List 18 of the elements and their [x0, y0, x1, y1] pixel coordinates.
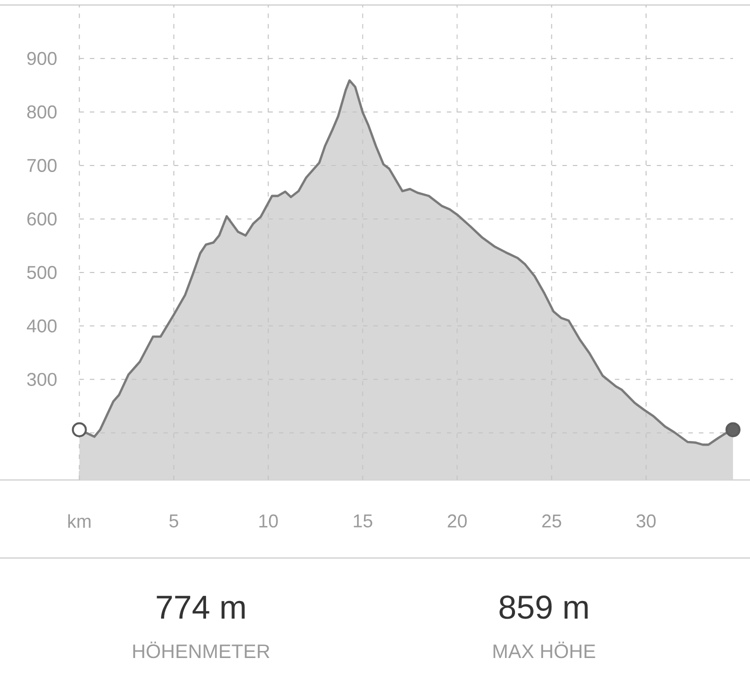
- y-tick-label: 700: [27, 158, 57, 172]
- text: 774 m: [156, 596, 245, 619]
- text: HÖHENMETER: [133, 642, 270, 658]
- x-tick-label: 20: [448, 514, 467, 528]
- x-tick-label: km: [68, 514, 90, 528]
- x-tick-label: 25: [542, 514, 562, 528]
- y-tick-label: 500: [27, 266, 57, 279]
- x-tick-label: 30: [636, 514, 656, 528]
- y-tick-label: 300: [27, 372, 57, 386]
- x-tick-label: 15: [354, 514, 372, 528]
- y-tick-label: 800: [27, 105, 57, 119]
- x-tick-label: 5: [169, 514, 178, 528]
- y-tick-label: 900: [27, 52, 57, 66]
- y-tick-label: 600: [27, 212, 57, 226]
- x-tick-label: 10: [259, 514, 278, 528]
- text: MAX HÖHE: [494, 642, 596, 658]
- text: 859 m: [500, 596, 588, 619]
- y-tick-label: 400: [26, 319, 57, 332]
